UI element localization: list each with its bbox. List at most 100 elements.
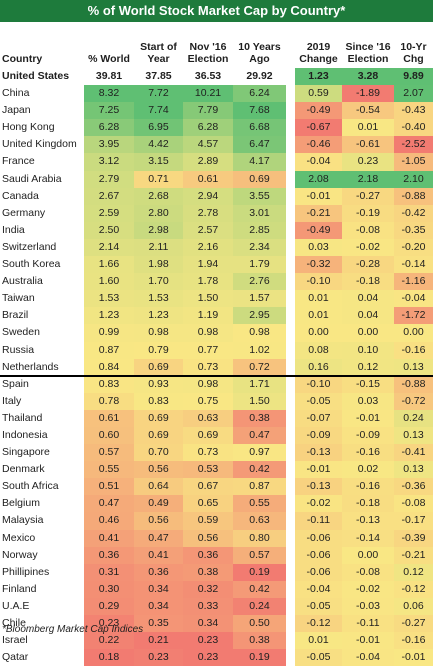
value-cell: 0.78 [84,392,134,410]
value-cell: 0.79 [134,341,183,359]
value-cell: -0.12 [295,615,342,633]
value-cell: -0.04 [295,153,342,171]
value-cell: 6.68 [233,119,286,137]
value-cell: -0.13 [342,512,394,530]
value-cell: 3.12 [84,153,134,171]
value-cell: -0.01 [295,187,342,205]
value-cell: 0.38 [183,563,233,581]
table-row: U.A.E 0.29 0.34 0.33 0.24 -0.05 -0.03 0.06 [0,597,433,615]
column-header: % World [84,22,134,68]
table-row: Canada 2.67 2.68 2.94 3.55 -0.01 -0.27 -0.88 [0,187,433,205]
value-cell: 2.59 [84,204,134,222]
value-cell: -0.67 [295,119,342,137]
value-cell: -1.72 [394,307,433,325]
value-cell: 0.77 [183,341,233,359]
value-cell: 0.19 [233,649,286,666]
value-cell: 7.72 [134,85,183,103]
value-cell: 7.68 [233,102,286,120]
value-cell: -0.13 [295,478,342,496]
value-cell: 0.18 [84,649,134,666]
value-cell: 0.93 [134,375,183,393]
table-row: India 2.50 2.98 2.57 2.85 -0.49 -0.08 -0.35 [0,221,433,239]
table-title: % of World Stock Market Cap by Country* [0,0,433,22]
value-cell: 0.57 [84,444,134,462]
value-cell: 6.28 [84,119,134,137]
table-row: Russia 0.87 0.79 0.77 1.02 0.08 0.10 -0.16 [0,341,433,359]
country-cell: Qatar [2,651,29,664]
column-header: Since '16 Election [342,22,394,68]
value-cell: 0.01 [295,307,342,325]
value-cell: -0.13 [295,444,342,462]
value-cell: -0.02 [342,580,394,598]
value-cell: -0.40 [394,119,433,137]
country-cell: Denmark [2,463,45,476]
value-cell: 2.68 [134,187,183,205]
value-cell: -0.20 [394,238,433,257]
value-cell: -0.16 [342,478,394,496]
value-cell: 0.01 [342,119,394,137]
table-row: Switzerland 2.14 2.11 2.16 2.34 0.03 -0.02 -0.2… [0,238,433,257]
value-cell: -0.05 [295,649,342,666]
country-cell: Chile [2,617,26,629]
value-cell: -1.16 [394,273,433,291]
table-row: Saudi Arabia 2.79 0.71 0.61 0.69 2.08 2.18 2.10 [0,170,433,188]
value-cell: 0.98 [233,324,286,342]
value-cell: 0.51 [84,478,134,496]
value-cell: 0.23 [183,649,233,666]
value-cell: -0.05 [295,392,342,410]
value-cell: 0.00 [394,324,433,342]
table-row: Qatar 0.18 0.23 0.23 0.19 -0.05 -0.04 -0.01 [0,649,433,666]
value-cell: -0.42 [394,204,433,222]
value-cell: 2.78 [183,204,233,222]
value-cell: 0.24 [394,409,433,427]
value-cell: 0.55 [84,461,134,479]
value-cell: -1.89 [342,85,394,103]
country-cell: Canada [2,189,39,202]
column-header-line: Country [2,53,43,65]
table-row: Hong Kong 6.28 6.95 6.28 6.68 -0.67 0.01 -0.40 [0,119,433,137]
column-header-line: 10 Years [238,41,281,53]
table-row: France 3.12 3.15 2.89 4.17 -0.04 0.23 -1.05 [0,153,433,171]
value-cell: 0.56 [134,461,183,479]
value-cell: 0.13 [394,461,433,479]
value-cell: 1.50 [183,290,233,308]
country-cell: South Korea [2,258,61,271]
value-cell: -0.18 [342,495,394,513]
value-cell: -0.02 [342,238,394,257]
column-header-line: Chg [403,53,424,65]
value-cell: -0.14 [394,256,433,274]
value-cell: 0.29 [84,597,134,615]
value-cell: 1.79 [233,256,286,274]
value-cell: 3.28 [342,68,394,86]
value-cell: -0.49 [295,221,342,239]
value-cell: -0.39 [394,529,433,547]
value-cell: 1.23 [295,68,342,86]
value-cell: 0.63 [233,512,286,530]
column-header: 10 Years Ago [233,22,286,68]
value-cell: 0.36 [84,546,134,564]
value-cell: 0.63 [183,409,233,427]
value-cell: -0.61 [342,136,394,154]
value-cell: 6.95 [134,119,183,137]
table-body: United States 39.81 37.85 36.53 29.92 1.23 3.2… [0,68,433,666]
country-cell: China [2,87,30,100]
value-cell: 0.36 [134,563,183,581]
value-cell: 2.79 [84,170,134,188]
country-cell: Hong Kong [2,121,55,134]
value-cell: 0.35 [134,615,183,633]
value-cell: -0.17 [394,512,433,530]
value-cell: 0.23 [134,649,183,666]
value-cell: 1.78 [183,273,233,291]
value-cell: 0.01 [295,632,342,650]
value-cell: 10.21 [183,85,233,103]
column-header-line: Since '16 [345,41,391,53]
value-cell: 1.70 [134,273,183,291]
value-cell: 0.36 [183,546,233,564]
country-cell: Sweden [2,326,40,339]
value-cell: 2.94 [183,187,233,205]
table-row: Japan 7.25 7.74 7.79 7.68 -0.49 -0.54 -0.43 [0,102,433,120]
value-cell: 0.87 [84,341,134,359]
table-row: Phillipines 0.31 0.36 0.38 0.19 -0.06 -0.08 0.1… [0,563,433,581]
value-cell: 2.10 [394,170,433,188]
value-cell: 0.08 [295,341,342,359]
